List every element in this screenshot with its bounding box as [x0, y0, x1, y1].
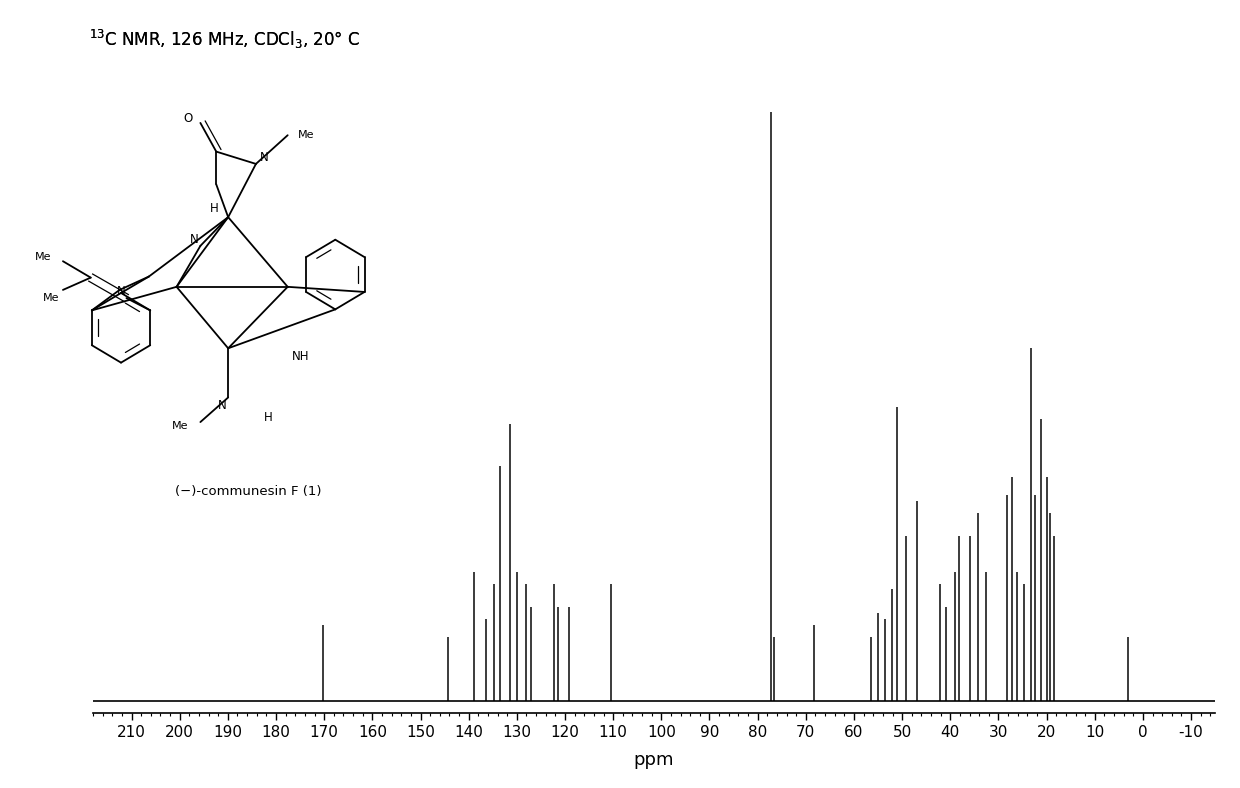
Text: $^{13}$C NMR, 126 MHz, CDCl$_3$, 20° C: $^{13}$C NMR, 126 MHz, CDCl$_3$, 20° C — [89, 28, 361, 50]
X-axis label: ppm: ppm — [634, 751, 675, 769]
Text: N: N — [118, 285, 126, 299]
Text: Me: Me — [42, 293, 60, 303]
Text: H: H — [210, 203, 218, 215]
Text: O: O — [184, 113, 193, 125]
Text: N: N — [259, 151, 268, 164]
Text: (−)-communesin F (1): (−)-communesin F (1) — [175, 485, 321, 498]
Text: N: N — [190, 233, 198, 246]
Text: H: H — [264, 411, 273, 425]
Text: Me: Me — [298, 130, 314, 140]
Text: Me: Me — [172, 421, 188, 431]
Text: $^{13}$C NMR, 126 MHz, CDCl$_3$, 20° C: $^{13}$C NMR, 126 MHz, CDCl$_3$, 20° C — [89, 28, 361, 50]
Text: N: N — [218, 400, 227, 412]
Text: Me: Me — [35, 252, 51, 262]
Text: NH: NH — [291, 350, 309, 363]
